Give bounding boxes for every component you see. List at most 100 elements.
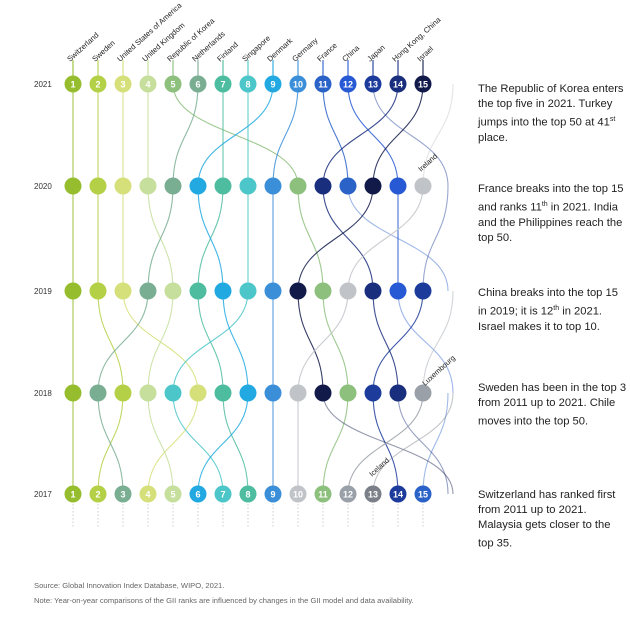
series-line-republic-of-korea [322, 290, 349, 394]
rank-label: 1 [70, 489, 75, 499]
year-label-2020: 2020 [34, 182, 52, 191]
point-republic-of-korea-2020 [289, 177, 307, 195]
rank-label: 9 [270, 79, 275, 89]
rank-label: 4 [145, 489, 150, 499]
series-line-luxembourg [347, 392, 424, 495]
rank-label: 10 [293, 79, 303, 89]
point-united-states-of-america-2020 [114, 177, 132, 195]
point-ireland-2017 [289, 485, 307, 503]
point-japan-2021 [364, 75, 382, 93]
note-2017: Switzerland has ranked first from 2011 u… [478, 489, 616, 550]
point-sweden-2018 [114, 384, 132, 402]
point-china-2019 [389, 282, 407, 300]
point-finland-2018 [214, 384, 232, 402]
point-singapore-2021 [239, 75, 257, 93]
rank-label: 3 [120, 79, 125, 89]
country-label-finland: Finland [215, 40, 240, 63]
rank-label: 2 [95, 79, 100, 89]
point-sweden-2019 [89, 282, 107, 300]
year-label-2017: 2017 [34, 490, 52, 499]
series-line-hong-kong-china [397, 392, 449, 495]
rank-label: 6 [195, 79, 200, 89]
point-finland-2019 [189, 282, 207, 300]
point-united-kingdom-2018 [139, 384, 157, 402]
series-line-france [422, 392, 449, 495]
point-sweden-2020 [89, 177, 107, 195]
note-2019: China breaks into the top 15 in 2019; it… [478, 287, 618, 333]
series-line-japan [372, 290, 424, 394]
series-line-netherlands [172, 83, 199, 187]
series-line-singapore [172, 392, 224, 495]
rank-label: 8 [245, 79, 250, 89]
series-line-netherlands [147, 185, 174, 292]
point-israel-2020 [364, 177, 382, 195]
point-switzerland-2020 [64, 177, 82, 195]
rank-label: 15 [418, 489, 428, 499]
point-japan-2018 [364, 384, 382, 402]
point-ireland-2019 [339, 282, 357, 300]
rank-label: 7 [220, 489, 225, 499]
series-line-hong-kong-china [372, 290, 399, 394]
note-2020: France breaks into the top 15 and ranks … [478, 183, 624, 244]
series-line-netherlands [97, 290, 149, 394]
note-2021: The Republic of Korea enters the top fiv… [478, 83, 624, 144]
series-line-denmark [197, 392, 249, 495]
footnote-text: Note: Year-on-year comparisons of the GI… [34, 596, 414, 605]
point-china-2020 [389, 177, 407, 195]
series-line-denmark [222, 290, 249, 394]
series-line-china [397, 290, 454, 394]
country-label-japan: Japan [365, 43, 386, 64]
series-line-republic-of-korea [322, 392, 349, 495]
rank-label: 11 [318, 489, 328, 499]
rank-label: 5 [170, 79, 175, 89]
point-republic-of-korea-2017 [314, 485, 332, 503]
series-line-hong-kong-china [322, 83, 399, 187]
point-hong-kong-china-2020 [314, 177, 332, 195]
series-line-netherlands [97, 392, 124, 495]
series-line-iceland [372, 392, 454, 495]
rank-label: 7 [220, 79, 225, 89]
point-denmark-2020 [189, 177, 207, 195]
point-switzerland-2017 [64, 485, 82, 503]
rank-label: 12 [343, 489, 353, 499]
series-line-israel [322, 392, 454, 495]
point-netherlands-2018 [89, 384, 107, 402]
series-line-united-kingdom [147, 290, 174, 394]
point-germany-2020 [264, 177, 282, 195]
point-israel-2021 [414, 75, 432, 93]
point-israel-2018 [314, 384, 332, 402]
series-line-china [347, 83, 399, 187]
rank-label: 8 [245, 489, 250, 499]
point-united-kingdom-2021 [139, 75, 157, 93]
series-line-japan [372, 83, 449, 187]
point-finland-2017 [239, 485, 257, 503]
point-luxembourg-2018 [414, 384, 432, 402]
point-republic-of-korea-2019 [314, 282, 332, 300]
series-line-republic-of-korea [297, 185, 324, 292]
series-line-singapore [172, 290, 249, 394]
point-republic-of-korea-2018 [339, 384, 357, 402]
series-line-united-kingdom [147, 392, 174, 495]
point-germany-2017 [264, 485, 282, 503]
country-label-israel: Israel [415, 44, 435, 63]
rank-label: 14 [393, 79, 403, 89]
rank-label: 15 [418, 79, 428, 89]
point-germany-2019 [264, 282, 282, 300]
point-netherlands-2021 [189, 75, 207, 93]
point-ireland-2018 [289, 384, 307, 402]
point-denmark-2017 [189, 485, 207, 503]
rank-label: 5 [170, 489, 175, 499]
point-finland-2021 [214, 75, 232, 93]
series-line-hong-kong-china [322, 185, 374, 292]
year-label-2021: 2021 [34, 80, 52, 89]
point-sweden-2017 [89, 485, 107, 503]
rank-label: 1 [70, 79, 75, 89]
point-singapore-2019 [239, 282, 257, 300]
point-united-states-of-america-2019 [114, 282, 132, 300]
point-germany-2021 [289, 75, 307, 93]
year-label-2019: 2019 [34, 287, 52, 296]
point-denmark-2021 [264, 75, 282, 93]
series-line-germany [272, 83, 299, 187]
rank-label: 14 [393, 489, 403, 499]
point-luxembourg-2017 [339, 485, 357, 503]
